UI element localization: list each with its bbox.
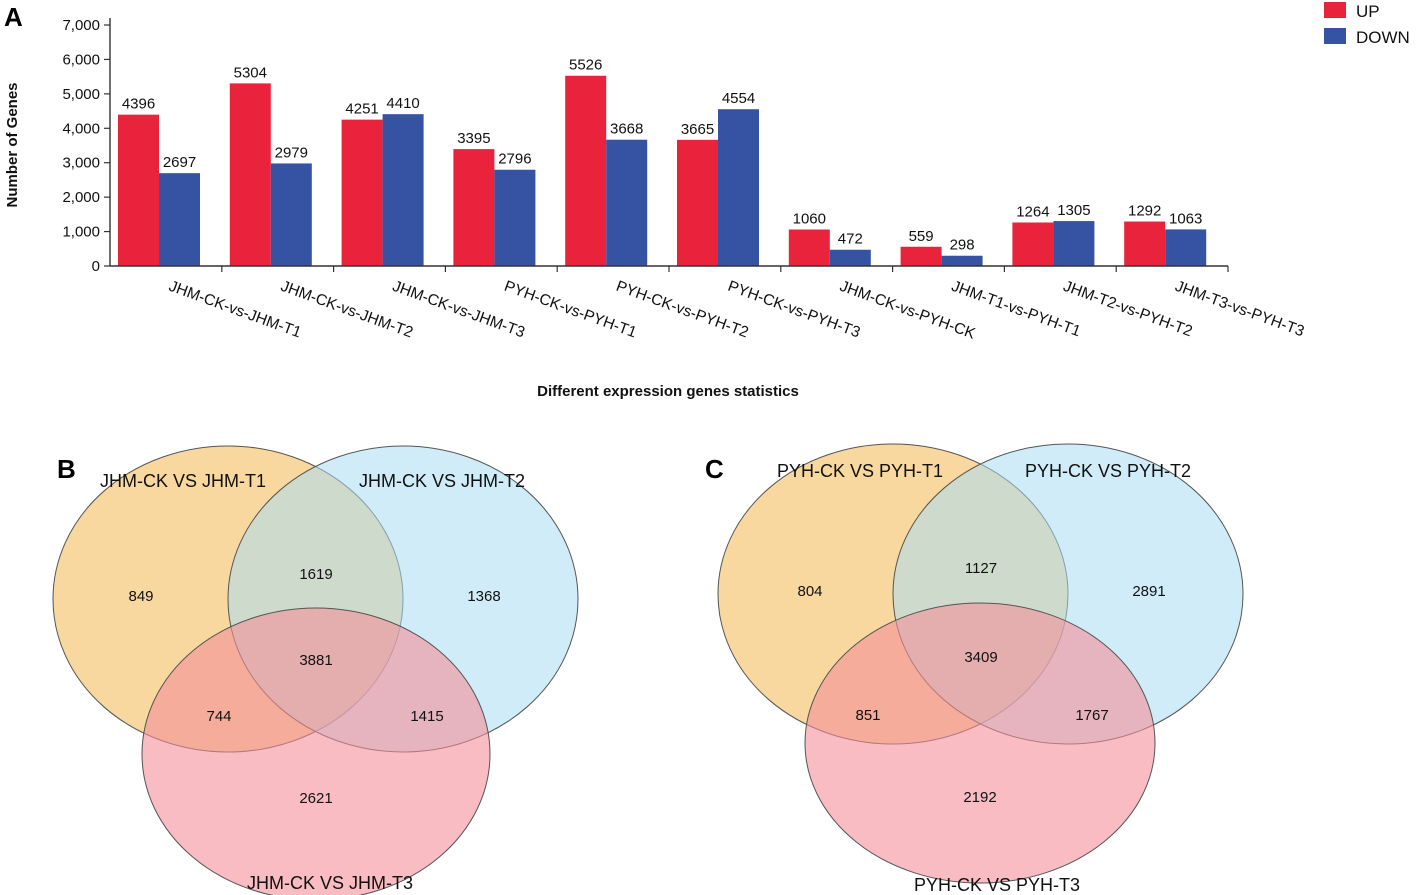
venn-c-set1-set2: 1127 [965, 560, 997, 577]
bar-down [941, 255, 983, 266]
bar-up [677, 139, 718, 266]
bar-up [900, 246, 942, 266]
bar-up [341, 119, 383, 267]
panel-c-letter: C [705, 454, 724, 484]
bar-value-label: 1060 [793, 211, 826, 228]
venn-c-set1-set3: 851 [855, 707, 880, 724]
bar-value-label: 5526 [569, 57, 602, 74]
y-axis-title: Number of Genes [4, 82, 21, 207]
panel-c: C PYH-CK VS PYH-T1 PYH-CK VS PYH-T2 PYH-… [705, 443, 1244, 895]
y-tick-label: 7,000 [62, 17, 100, 34]
bar-value-label: 3668 [610, 121, 643, 138]
bar-value-label: 2796 [498, 151, 531, 168]
bar-value-labels: 4396 2697 5304 2979 4251 4410 3395 2796 5526 3668… [122, 57, 1203, 254]
panel-b-letter: B [57, 454, 76, 484]
bar-value-label: 2697 [163, 154, 196, 171]
bar-up [229, 83, 271, 266]
venn-b-only-set3: 2621 [299, 790, 332, 807]
venn-c-all-three: 3409 [964, 649, 997, 666]
bar-value-label: 1063 [1169, 210, 1202, 227]
venn-b-circle-set3 [141, 607, 491, 895]
bar-value-label: 3665 [681, 121, 714, 138]
venn-c-only-set2: 2891 [1132, 583, 1165, 600]
bar-down [1165, 229, 1207, 266]
y-tick-label: 6,000 [62, 51, 100, 68]
venn-c-only-set1: 804 [797, 583, 822, 600]
bar-value-label: 1305 [1057, 202, 1090, 219]
x-category-label: JHM-T3-vs-PYH-T3 [1173, 278, 1307, 341]
bar-value-label: 298 [950, 237, 975, 254]
legend: UP DOWN [1324, 2, 1410, 47]
bar-value-label: 4396 [122, 96, 155, 113]
venn-b-all-three: 3881 [299, 652, 332, 669]
venn-c-circle-set3 [804, 602, 1156, 884]
bar-series [118, 75, 1207, 267]
bar-value-label: 3395 [457, 130, 490, 147]
venn-c-only-set3: 2192 [963, 789, 996, 806]
bar-value-label: 472 [838, 231, 863, 248]
legend-label-up: UP [1356, 2, 1380, 21]
bar-down [829, 249, 871, 266]
venn-b-title-set2: JHM-CK VS JHM-T2 [359, 471, 525, 491]
venn-b-set2-set3: 1415 [410, 708, 443, 725]
venn-c-title-set2: PYH-CK VS PYH-T2 [1025, 461, 1191, 481]
bar-value-label: 2979 [275, 144, 308, 161]
venn-c-set2-set3: 1767 [1075, 707, 1108, 724]
bar-value-label: 4251 [345, 101, 378, 118]
panel-a-letter: A [4, 2, 23, 32]
y-tick-label: 4,000 [62, 120, 100, 137]
legend-swatch-down [1324, 28, 1346, 44]
bar-value-label: 1264 [1016, 203, 1049, 220]
bar-down [1053, 221, 1095, 266]
bar-up [1124, 221, 1166, 266]
x-axis-ticks [221, 266, 1229, 272]
venn-b-title-set3: JHM-CK VS JHM-T3 [247, 873, 413, 893]
bar-down [494, 169, 536, 266]
venn-b-title-set1: JHM-CK VS JHM-T1 [100, 471, 266, 491]
bar-up [1012, 222, 1054, 266]
panel-b: B JHM-CK VS JHM-T1 JHM-CK VS JHM-T2 JHM-… [52, 445, 579, 895]
legend-swatch-up [1324, 2, 1346, 18]
x-axis-title: Different expression genes statistics [537, 383, 799, 400]
venn-c-title-set1: PYH-CK VS PYH-T1 [777, 461, 943, 481]
bar-value-label: 4554 [722, 90, 755, 107]
bar-up [118, 114, 159, 266]
bar-value-label: 1292 [1128, 203, 1161, 220]
y-tick-label: 3,000 [62, 155, 100, 172]
venn-c-title-set3: PYH-CK VS PYH-T3 [914, 875, 1080, 895]
bar-down [159, 173, 200, 266]
bar-down [606, 139, 648, 266]
venn-b-set1-set3: 744 [206, 708, 231, 725]
y-tick-label: 0 [92, 258, 100, 275]
bar-value-label: 5304 [234, 64, 267, 81]
bar-down [718, 109, 759, 267]
legend-label-down: DOWN [1356, 28, 1410, 47]
y-axis-ticks: 0 1,000 2,000 3,000 4,000 5,000 6,000 7,000 [62, 17, 110, 275]
venn-b-only-set1: 849 [128, 588, 153, 605]
panel-a: A Number of Genes 0 1,000 2,000 3,000 4,000 5… [4, 2, 1410, 400]
y-tick-label: 2,000 [62, 189, 100, 206]
venn-b-set1-set2: 1619 [299, 566, 332, 583]
venn-b-only-set2: 1368 [467, 588, 500, 605]
y-tick-label: 1,000 [62, 224, 100, 241]
bar-value-label: 559 [909, 228, 934, 245]
bar-up [788, 229, 830, 266]
bar-down [382, 114, 424, 266]
y-tick-label: 5,000 [62, 86, 100, 103]
bar-down [270, 163, 312, 266]
x-axis-category-labels: JHM-CK-vs-JHM-T1JHM-CK-vs-JHM-T2JHM-CK-v… [167, 278, 1307, 343]
bar-value-label: 4410 [386, 95, 419, 112]
bar-up [453, 149, 495, 266]
bar-up [565, 75, 607, 266]
